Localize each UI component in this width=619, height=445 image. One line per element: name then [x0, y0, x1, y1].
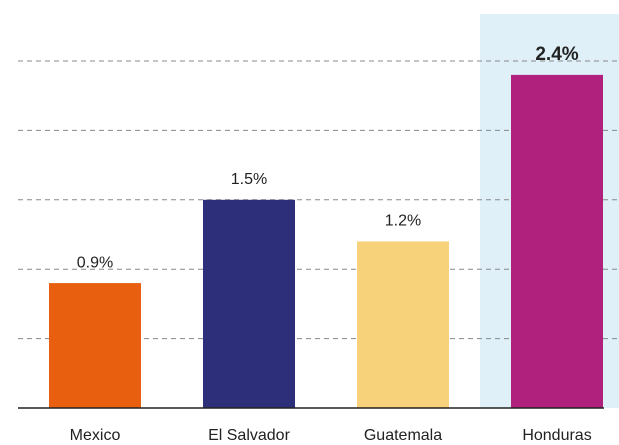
bar [203, 199, 295, 408]
x-tick-label: El Salvador [208, 427, 290, 444]
value-label: 1.5% [231, 171, 267, 188]
x-tick-label: Guatemala [364, 427, 442, 444]
x-tick-label: Honduras [522, 427, 591, 444]
bar [357, 241, 449, 408]
value-label: 2.4% [535, 44, 578, 65]
value-label: 0.9% [77, 254, 113, 271]
bar [511, 74, 603, 408]
x-tick-label: Mexico [70, 427, 121, 444]
value-label: 1.2% [385, 213, 421, 230]
bar [49, 283, 141, 408]
